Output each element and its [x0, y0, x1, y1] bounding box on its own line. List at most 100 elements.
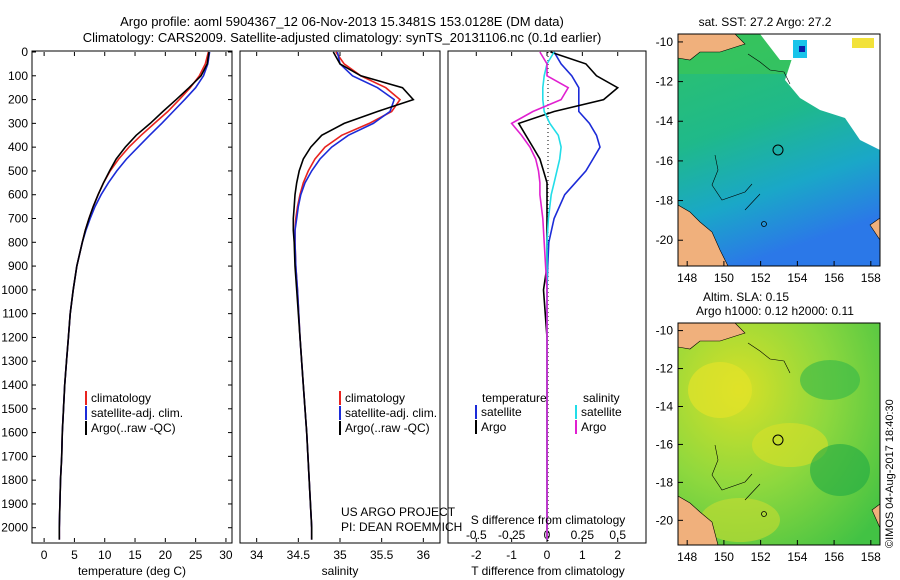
legend-label-satellite: satellite-adj. clim. [91, 406, 183, 420]
sst-hot-pixel-3 [799, 46, 805, 52]
land-new-caledonia [869, 217, 880, 241]
lon-tick-label: 152 [751, 550, 771, 564]
lon-tick-label: 158 [861, 271, 881, 285]
legend-temperature-heading: temperature [482, 391, 547, 405]
temperature-series [58, 51, 211, 540]
depth-tick-label: 1200 [1, 330, 28, 344]
legend-label-temp-argo: Argo [481, 420, 507, 434]
x-tick-label: 10 [98, 548, 112, 562]
x-tick-label: 30 [219, 548, 233, 562]
sla-high-2 [752, 423, 828, 467]
difference-x-ticks: -2 -1 0 1 2 [471, 52, 621, 562]
series-line-climatology [294, 51, 402, 540]
sst-hot-pixel [852, 38, 874, 48]
sst-lon-ticks: 148 150 152 154 156 158 [677, 261, 881, 285]
legend-label-climatology: climatology [91, 391, 151, 405]
lon-tick-label: 154 [787, 550, 807, 564]
land-new-guinea [678, 34, 746, 61]
land-australia-2 [678, 495, 719, 545]
depth-tick-label: 1300 [1, 354, 28, 368]
legend-label-temp-sat: satellite [481, 405, 522, 419]
sla-map-title1: Altim. SLA: 0.15 [703, 290, 789, 304]
x-tick-label: 20 [159, 548, 173, 562]
x-tick-label: 25 [189, 548, 203, 562]
salinity-panel: 34 34.5 35 35.5 36 salinity climatology sate… [239, 50, 462, 578]
x-tick-label: 0 [41, 548, 48, 562]
series-line-satellite-adj-clim- [294, 51, 396, 540]
sst-cloud-mask [785, 34, 880, 150]
x2-tick-label: 0.25 [571, 528, 595, 542]
temperature-panel: 0100200300400500600700800900100011001200… [1, 45, 233, 578]
sla-lon-ticks: 148 150 152 154 156 158 [677, 540, 881, 564]
reef-outline [711, 154, 761, 211]
project-line1: US ARGO PROJECT [341, 505, 456, 519]
x-tick-label: 15 [128, 548, 142, 562]
lon-tick-label: 150 [714, 550, 734, 564]
lon-tick-label: 156 [824, 550, 844, 564]
difference-xlabel: T difference from climatology [471, 564, 625, 578]
sla-low-1 [810, 444, 870, 496]
x-tick-label: -1 [506, 548, 517, 562]
lat-tick-label: -12 [656, 75, 674, 89]
temperature-legend: climatology satellite-adj. clim. Argo(..… [85, 391, 183, 435]
x2-tick-label: 0.5 [609, 528, 626, 542]
sst-lat-ticks: -10 -12 -14 -16 -18 -20 [656, 35, 683, 247]
salinity-xlabel: salinity [322, 564, 359, 578]
depth-tick-label: 1800 [1, 473, 28, 487]
salinity-x-ticks: 34 34.5 35 35.5 36 [250, 52, 430, 562]
depth-tick-label: 1700 [1, 449, 28, 463]
lat-tick-label: -16 [656, 154, 674, 168]
sla-map-field [678, 323, 880, 545]
depth-tick-label: 800 [8, 235, 28, 249]
x-tick-label: 2 [614, 548, 621, 562]
lat-tick-label: -18 [656, 475, 674, 489]
sst-map: sat. SST: 27.2 Argo: 27.2 [656, 15, 881, 285]
imos-credit: ©IMOS 04-Aug-2017 18:40:30 [884, 399, 896, 548]
depth-tick-label: 1900 [1, 497, 28, 511]
depth-tick-label: 600 [8, 188, 28, 202]
lat-tick-label: -16 [656, 437, 674, 451]
float-position-marker [772, 434, 784, 446]
x-tick-label: 35.5 [370, 548, 394, 562]
reef-marker [761, 511, 767, 517]
series-line-salinity-satellite [541, 51, 562, 540]
legend-label-sal-sat: satellite [581, 405, 622, 419]
salinity-series [292, 51, 415, 540]
temperature-x-ticks: 0 5 10 15 20 25 30 [41, 52, 233, 562]
temperature-xlabel: temperature (deg C) [78, 564, 186, 578]
salinity-axes-box [239, 50, 441, 544]
lat-tick-label: -14 [656, 114, 674, 128]
depth-tick-label: 200 [8, 93, 28, 107]
difference-legend: temperature salinity satellite Argo sate… [475, 391, 622, 434]
legend-label-satellite: satellite-adj. clim. [345, 406, 437, 420]
reef-outline-2 [711, 444, 761, 501]
sst-map-frame [677, 33, 881, 267]
islands-outline-2 [747, 342, 791, 374]
series-line-argo-raw-qc- [292, 51, 415, 540]
x-tick-label: 0 [544, 548, 551, 562]
legend-label-argo: Argo(..raw -QC) [345, 421, 430, 435]
lon-tick-label: 156 [824, 271, 844, 285]
x2-tick-label: -0.25 [498, 528, 526, 542]
depth-tick-label: 0 [21, 45, 28, 59]
sla-high-3 [700, 498, 780, 542]
lon-tick-label: 154 [787, 271, 807, 285]
sla-lat-ticks: -10 -12 -14 -16 -18 -20 [656, 324, 683, 527]
series-line-climatology [58, 51, 210, 540]
x-tick-label: 1 [579, 548, 586, 562]
x-tick-label: 34 [250, 548, 264, 562]
salinity-legend: climatology satellite-adj. clim. Argo(..… [339, 391, 437, 435]
depth-tick-label: 1500 [1, 402, 28, 416]
sst-cloud-mask-2 [760, 34, 800, 60]
sla-low-2 [800, 360, 860, 400]
difference-series [510, 51, 620, 540]
x2-tick-label: -0.5 [466, 528, 487, 542]
legend-label-climatology: climatology [345, 391, 405, 405]
x-tick-label: 5 [71, 548, 78, 562]
series-line-salinity-argo [510, 51, 570, 540]
header-line1: Argo profile: aoml 5904367_12 06-Nov-201… [120, 14, 564, 29]
depth-tick-label: 1600 [1, 426, 28, 440]
depth-tick-label: 400 [8, 140, 28, 154]
lat-tick-label: -18 [656, 194, 674, 208]
